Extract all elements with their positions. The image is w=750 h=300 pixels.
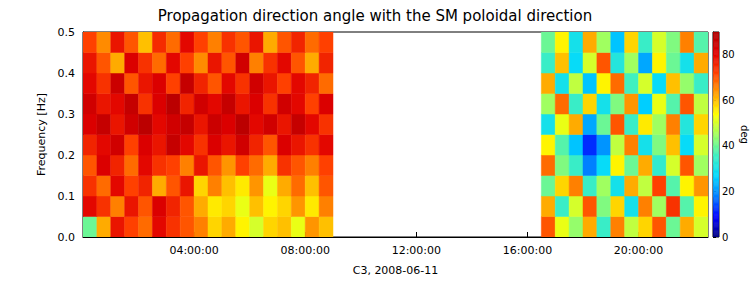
svg-text:Frequency [Hz]: Frequency [Hz] — [35, 93, 48, 176]
svg-text:80: 80 — [722, 49, 735, 60]
svg-text:12:00:00: 12:00:00 — [392, 244, 441, 257]
svg-text:deg: deg — [739, 125, 750, 144]
svg-text:08:00:00: 08:00:00 — [281, 244, 330, 257]
svg-text:60: 60 — [722, 95, 735, 106]
svg-text:Propagation direction angle wi: Propagation direction angle with the SM … — [158, 7, 592, 25]
svg-text:0.0: 0.0 — [58, 231, 76, 244]
svg-text:C3, 2008-06-11: C3, 2008-06-11 — [353, 264, 439, 277]
svg-text:20:00:00: 20:00:00 — [614, 244, 663, 257]
svg-text:0: 0 — [722, 232, 728, 243]
svg-text:0.5: 0.5 — [58, 26, 76, 39]
svg-text:0.3: 0.3 — [58, 108, 76, 121]
svg-text:0.2: 0.2 — [58, 149, 76, 162]
svg-text:40: 40 — [722, 140, 735, 151]
svg-text:16:00:00: 16:00:00 — [503, 244, 552, 257]
svg-text:0.1: 0.1 — [58, 190, 76, 203]
svg-text:0.4: 0.4 — [58, 67, 76, 80]
svg-text:04:00:00: 04:00:00 — [169, 244, 218, 257]
svg-text:20: 20 — [722, 186, 735, 197]
